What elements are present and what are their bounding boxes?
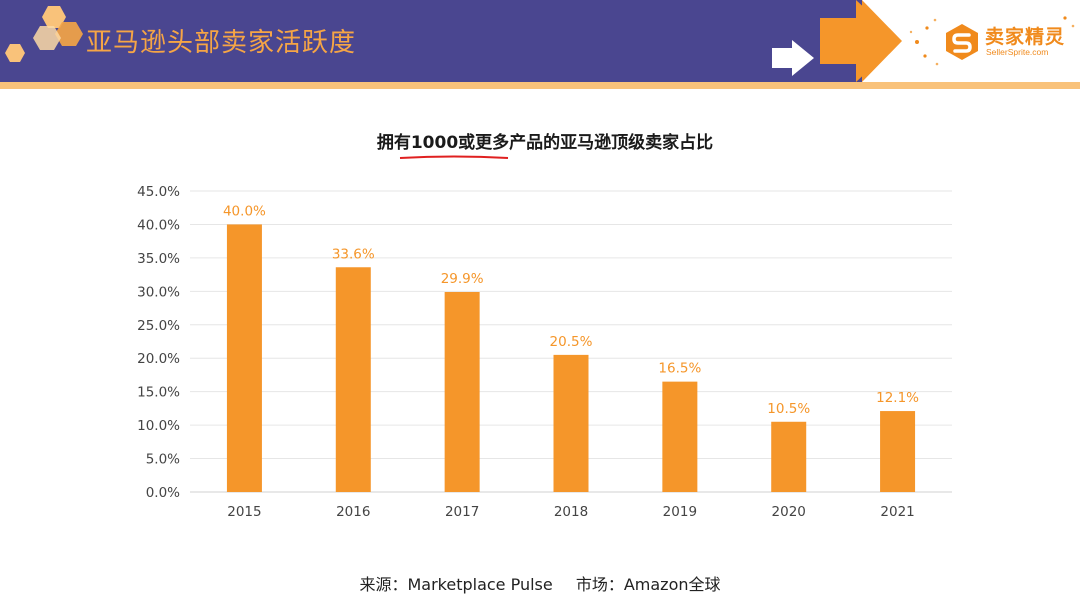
logo-name: 卖家精灵 (985, 26, 1066, 48)
y-tick-label: 5.0% (146, 452, 180, 468)
bar (226, 224, 262, 492)
y-tick-label: 40.0% (137, 217, 180, 233)
bar (444, 292, 480, 492)
bar (771, 421, 807, 492)
x-tick-label: 2021 (880, 504, 914, 520)
y-tick-label: 25.0% (137, 318, 180, 334)
logo-notch (862, 0, 902, 82)
data-label: 10.5% (767, 401, 810, 417)
x-tick-label: 2020 (772, 504, 806, 520)
x-tick-label: 2019 (663, 504, 697, 520)
data-label: 16.5% (658, 361, 701, 377)
source-note: 来源：Marketplace Pulse 市场：Amazon全球 (0, 571, 1080, 595)
y-tick-label: 10.0% (137, 418, 180, 434)
chart-title: 拥有1000或更多产品的亚马逊顶级卖家占比 (376, 133, 714, 153)
x-tick-label: 2018 (554, 504, 588, 520)
data-label: 40.0% (223, 203, 266, 219)
title-underline (399, 155, 509, 159)
y-tick-label: 20.0% (137, 351, 180, 367)
logo-subtitle: SellerSprite.com (986, 47, 1049, 57)
bar (662, 381, 698, 492)
bar-chart: 0.0% 5.0% 10.0% 15.0% 20.0% 25.0% 30.0% 35.0% 40… (137, 184, 952, 520)
y-tick-label: 30.0% (137, 284, 180, 300)
hexagon-decoration-icon (5, 6, 83, 62)
bar (335, 267, 371, 492)
data-label: 33.6% (332, 246, 375, 262)
market-label: 市场：Amazon全球 (575, 575, 721, 594)
data-label: 20.5% (550, 334, 593, 350)
seller-sprite-logo-icon (946, 24, 978, 60)
y-tick-label: 35.0% (137, 251, 180, 267)
page-title: 亚马逊头部卖家活跃度 (86, 28, 357, 58)
bar (880, 411, 916, 492)
y-tick-label: 45.0% (137, 184, 180, 200)
header-stripe (0, 82, 1080, 89)
data-label: 29.9% (441, 271, 484, 287)
x-tick-label: 2017 (445, 504, 479, 520)
x-tick-label: 2016 (336, 504, 370, 520)
y-tick-label: 0.0% (146, 485, 180, 501)
arrow-decoration-icon (772, 0, 900, 82)
y-tick-label: 15.0% (137, 385, 180, 401)
logo-dots-icon (909, 16, 1075, 66)
bar (553, 354, 589, 492)
x-tick-label: 2015 (227, 504, 261, 520)
source-label: 来源：Marketplace Pulse (359, 575, 553, 594)
data-label: 12.1% (876, 390, 919, 406)
